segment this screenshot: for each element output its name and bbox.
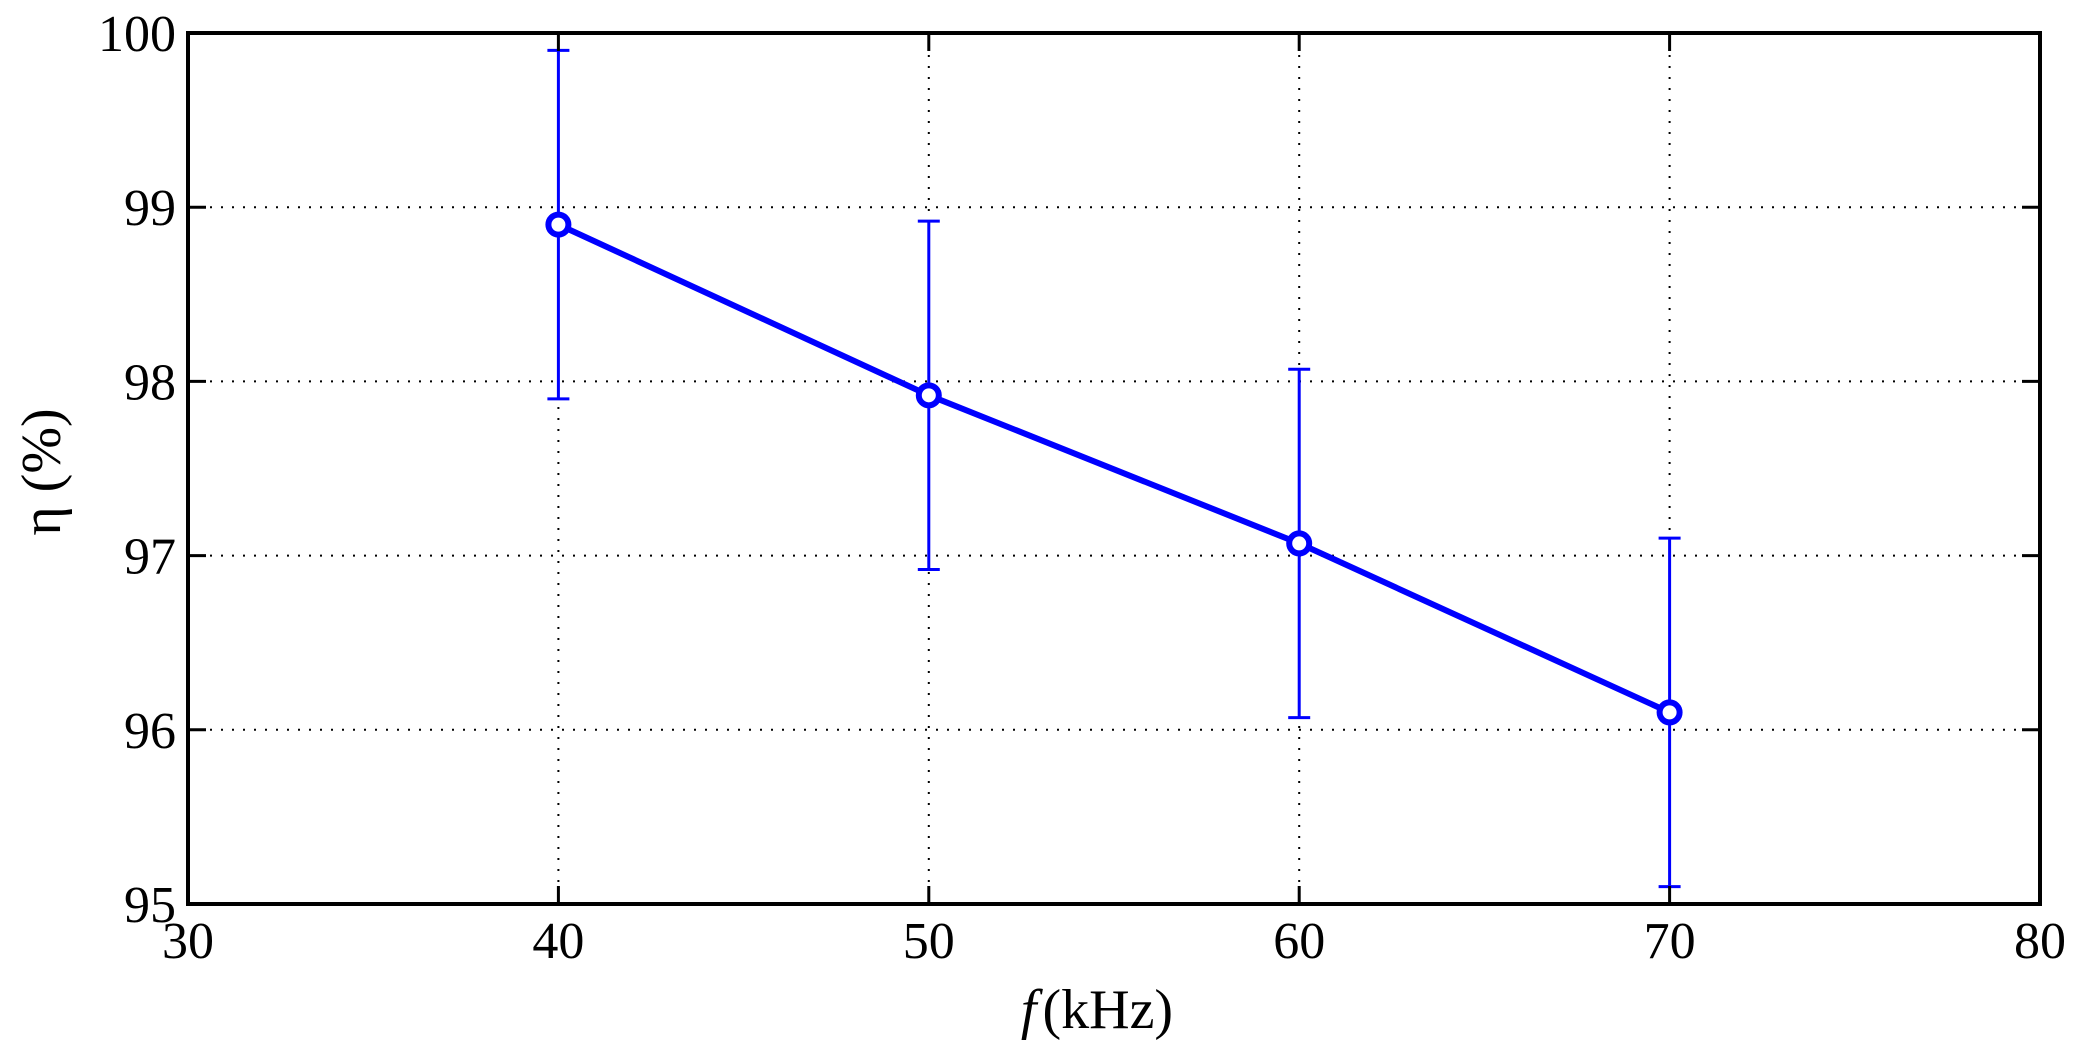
y-tick-label: 96 [124, 703, 176, 760]
y-axis-ticks: 95 96 97 98 99 100 [98, 6, 2040, 934]
y-tick-label: 98 [124, 354, 176, 411]
x-tick-label: 50 [903, 913, 955, 970]
y-tick-label: 97 [124, 529, 176, 586]
x-tick-label: 30 [162, 913, 214, 970]
data-point [545, 211, 572, 238]
data-point [1286, 530, 1313, 557]
grid [188, 33, 2040, 904]
x-axis-ticks: 30 40 50 60 70 80 [162, 33, 2066, 970]
data-series [545, 48, 1683, 889]
y-tick-label: 100 [98, 6, 176, 63]
x-tick-label: 60 [1273, 913, 1325, 970]
plot-frame [186, 31, 2042, 906]
series-line [557, 221, 1671, 716]
x-tick-label: 70 [1644, 913, 1696, 970]
x-tick-label: 40 [532, 913, 584, 970]
y-tick-label: 99 [124, 180, 176, 237]
y-axis-label: η (%) [11, 408, 73, 535]
data-point [915, 382, 942, 409]
x-axis-label: f (kHz) [1021, 979, 1173, 1041]
y-tick-label: 95 [124, 877, 176, 934]
x-tick-label: 80 [2014, 913, 2066, 970]
data-point [1656, 699, 1683, 726]
